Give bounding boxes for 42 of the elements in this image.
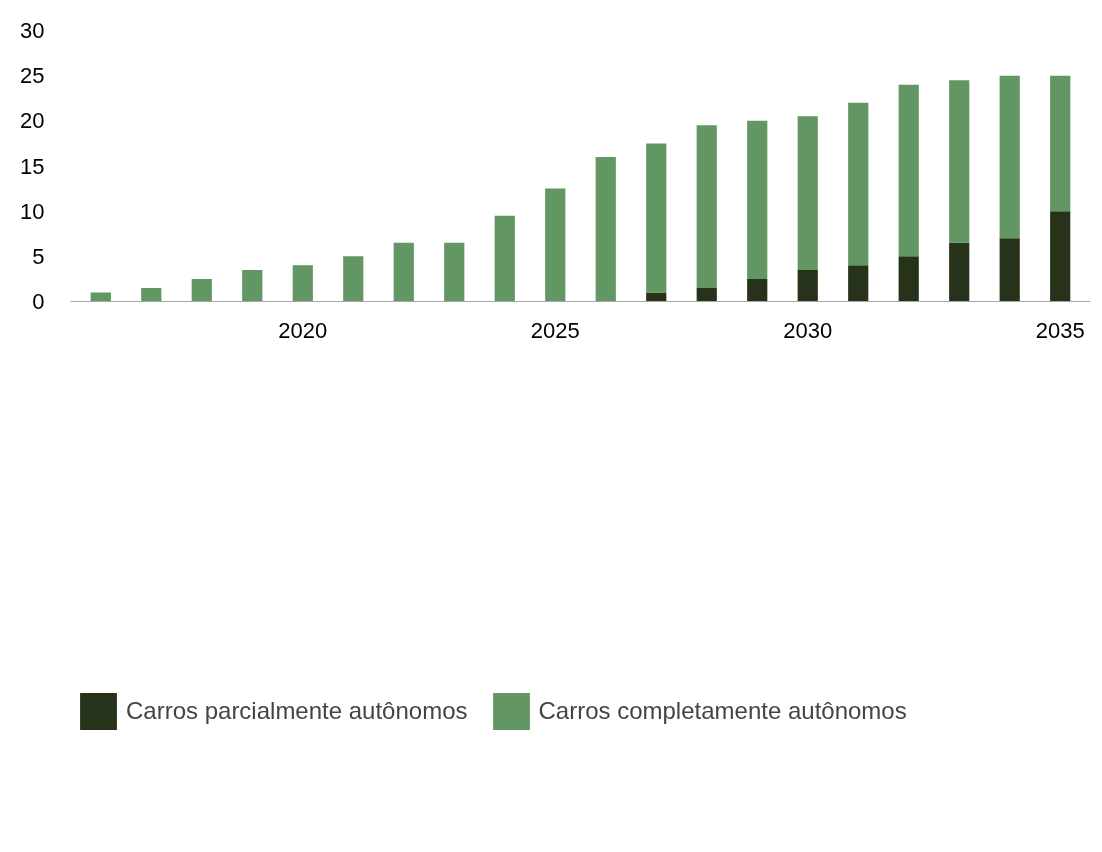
bar [696, 125, 717, 288]
y-tick-label: 10 [20, 198, 45, 224]
y-tick-label: 0 [32, 289, 45, 314]
legend-label: Carros parcialmente autônomos [126, 696, 468, 726]
y-tick-label: 20 [20, 108, 45, 134]
bar [797, 269, 818, 302]
x-tick-label: 2020 [278, 317, 328, 343]
y-tick-label: 15 [20, 153, 45, 179]
bar [999, 238, 1020, 302]
bar [747, 120, 768, 279]
bar [494, 215, 515, 302]
bar [848, 265, 869, 302]
x-tick-label: 2025 [530, 317, 580, 343]
bar [797, 116, 818, 270]
bar [545, 188, 566, 302]
bar [747, 278, 768, 302]
y-tick-label: 25 [20, 63, 45, 89]
bar [191, 278, 212, 302]
bar [646, 143, 667, 293]
bar [898, 84, 919, 257]
y-tick-label: 5 [32, 243, 45, 269]
legend-label: Carros completamente autônomos [538, 696, 907, 726]
bar [141, 287, 162, 302]
y-tick-label: 30 [20, 18, 45, 43]
bar [848, 102, 869, 266]
bar [646, 292, 667, 302]
bar [898, 256, 919, 302]
bar [393, 242, 414, 302]
bar [595, 156, 616, 302]
bar [1050, 211, 1071, 302]
bar [444, 242, 465, 302]
bar [696, 287, 717, 302]
bar [292, 265, 313, 302]
bar [999, 75, 1020, 239]
bar [242, 269, 263, 302]
x-tick-label: 2030 [783, 317, 833, 343]
bar [949, 80, 970, 243]
bar [949, 242, 970, 302]
bar [343, 256, 364, 302]
bar [1050, 75, 1071, 212]
bar [90, 292, 111, 302]
x-tick-label: 2035 [1035, 317, 1085, 343]
